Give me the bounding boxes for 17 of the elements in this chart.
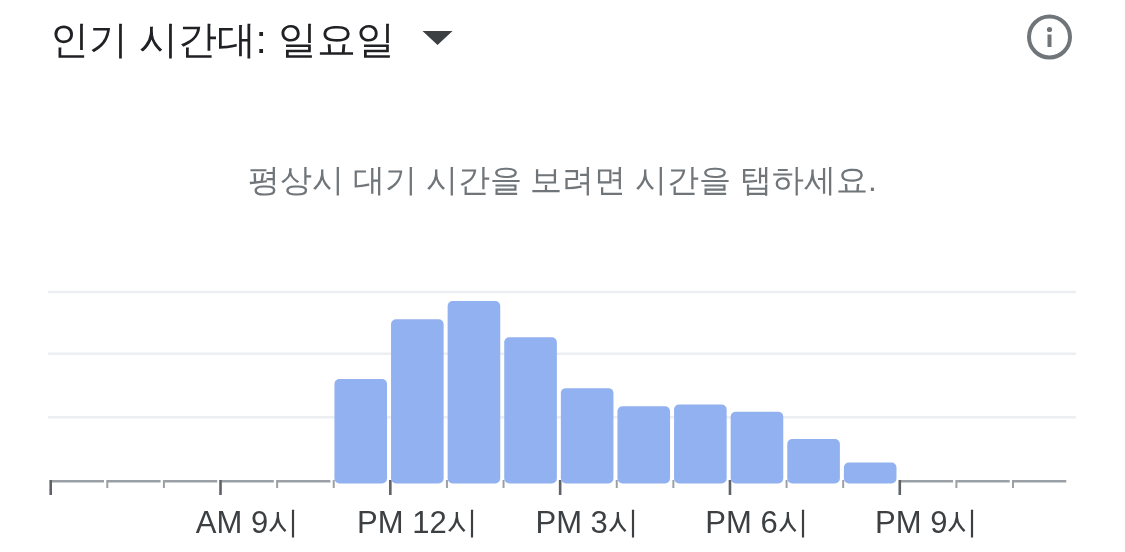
bar	[391, 319, 444, 484]
bar	[843, 462, 897, 484]
x-tick-label: PM 12시	[357, 505, 478, 540]
chart-subtitle: 평상시 대기 시간을 보려면 시간을 탭하세요.	[248, 162, 877, 198]
x-tick-label: PM 9시	[875, 505, 979, 540]
x-tick-label: AM 9시	[195, 505, 300, 540]
bar	[504, 337, 557, 484]
chart-title: 인기 시간대: 일요일	[50, 18, 395, 61]
bar	[787, 438, 840, 484]
bar	[447, 301, 501, 484]
bar	[674, 404, 727, 484]
x-tick-label: PM 6시	[705, 505, 809, 540]
bar	[334, 379, 388, 484]
bar	[560, 388, 614, 484]
x-tick-label: PM 3시	[535, 505, 639, 540]
bar	[617, 406, 671, 484]
bar	[730, 411, 784, 484]
